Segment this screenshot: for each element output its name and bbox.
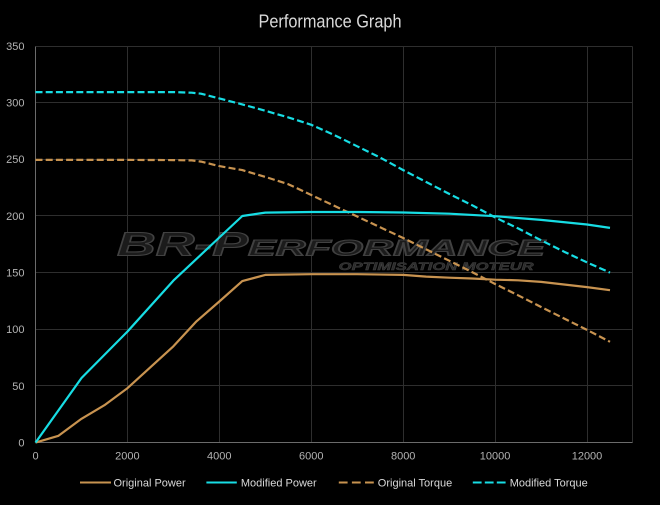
svg-text:250: 250 (6, 154, 24, 166)
svg-text:50: 50 (12, 381, 24, 393)
svg-text:100: 100 (6, 324, 24, 336)
svg-text:12000: 12000 (572, 451, 603, 463)
svg-text:200: 200 (6, 211, 24, 223)
svg-text:8000: 8000 (391, 451, 415, 463)
svg-text:0: 0 (18, 438, 24, 450)
svg-text:Modified Power: Modified Power (241, 478, 317, 490)
svg-text:0: 0 (32, 451, 38, 463)
svg-text:6000: 6000 (299, 451, 323, 463)
svg-text:BR-PERFORMANCE: BR-PERFORMANCE (117, 226, 547, 263)
svg-text:Performance Graph: Performance Graph (259, 10, 402, 31)
svg-text:Original Torque: Original Torque (378, 478, 452, 490)
svg-text:Original Power: Original Power (114, 478, 186, 490)
svg-text:OPTIMISATION MOTEUR: OPTIMISATION MOTEUR (339, 261, 534, 273)
svg-text:10000: 10000 (480, 451, 511, 463)
svg-text:2000: 2000 (115, 451, 139, 463)
svg-text:350: 350 (6, 41, 24, 53)
svg-text:150: 150 (6, 268, 24, 280)
svg-text:4000: 4000 (207, 451, 231, 463)
svg-text:Modified Torque: Modified Torque (510, 478, 588, 490)
svg-text:300: 300 (6, 98, 24, 110)
